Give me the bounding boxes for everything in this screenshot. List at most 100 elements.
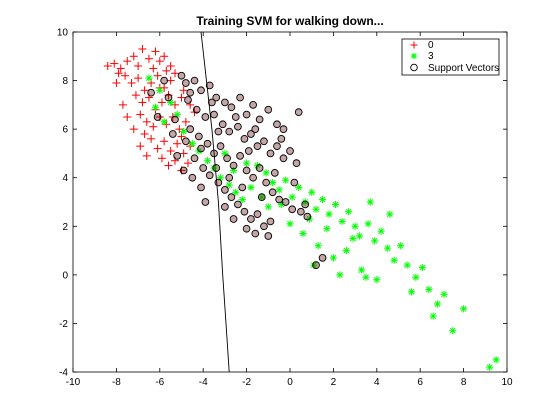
point-s2-85 bbox=[290, 178, 299, 187]
point-s1-12-d2 bbox=[226, 182, 233, 188]
point-s2-47 bbox=[288, 205, 297, 214]
point-s0-48 bbox=[136, 142, 145, 151]
point-s1-43 bbox=[433, 300, 442, 308]
point-s2-66 bbox=[168, 130, 177, 138]
point-s0-4 bbox=[129, 52, 138, 61]
point-s1-20-d2 bbox=[282, 177, 289, 184]
point-s2-29 bbox=[279, 154, 288, 163]
legend-label-support-vectors: Support Vectors bbox=[428, 63, 499, 74]
point-s1-65-d2 bbox=[258, 194, 265, 201]
point-s1-41 bbox=[418, 263, 426, 272]
point-s1-49-d2 bbox=[265, 203, 272, 210]
decision-boundary-line bbox=[200, 31, 230, 373]
point-s2-26 bbox=[260, 137, 268, 146]
point-s2-57 bbox=[253, 210, 262, 218]
point-s1-0 bbox=[145, 74, 153, 82]
point-s0-11 bbox=[166, 62, 175, 70]
point-s0-3 bbox=[123, 57, 132, 66]
point-s1-46 bbox=[460, 305, 468, 313]
point-s1-20 bbox=[282, 176, 290, 184]
point-s1-25 bbox=[312, 205, 320, 213]
point-s2-86 bbox=[160, 76, 168, 85]
point-s1-4 bbox=[151, 103, 160, 111]
point-s1-59 bbox=[323, 225, 331, 233]
axes-background bbox=[73, 32, 507, 372]
point-s1-36 bbox=[384, 244, 392, 252]
point-s0-49 bbox=[129, 125, 138, 134]
point-s1-9 bbox=[203, 157, 212, 165]
point-s2-35 bbox=[210, 149, 218, 158]
point-s2-50 bbox=[205, 171, 214, 180]
point-s2-92 bbox=[242, 224, 251, 233]
point-s2-11 bbox=[255, 115, 264, 124]
point-s1-6-d2 bbox=[180, 128, 187, 135]
point-s1-4-d2 bbox=[152, 104, 159, 111]
point-s1-35-d2 bbox=[378, 228, 385, 235]
point-s2-76 bbox=[277, 135, 286, 143]
point-s1-25-d2 bbox=[313, 206, 319, 213]
point-s1-26-d2 bbox=[319, 196, 326, 203]
point-s0-41 bbox=[179, 149, 188, 158]
point-s1-0-d2 bbox=[146, 75, 152, 82]
point-s2-6 bbox=[221, 98, 229, 107]
y-tick-label: 6 bbox=[62, 125, 68, 136]
point-s2-65 bbox=[153, 113, 162, 121]
point-s1-29 bbox=[338, 217, 346, 226]
point-s2-62 bbox=[318, 254, 327, 262]
point-s1-58-d2 bbox=[278, 201, 285, 208]
point-s2-31 bbox=[292, 159, 301, 167]
point-s0-9 bbox=[155, 57, 164, 66]
point-s1-50-d2 bbox=[287, 220, 293, 227]
point-s1-14 bbox=[238, 195, 246, 204]
point-s0-29 bbox=[142, 117, 151, 126]
point-s1-66-d2 bbox=[408, 288, 415, 295]
point-s1-19 bbox=[275, 186, 283, 194]
legend-plus-mark bbox=[410, 41, 418, 49]
point-s0-17 bbox=[153, 71, 162, 80]
point-s1-32 bbox=[355, 232, 364, 240]
point-s1-64 bbox=[243, 159, 251, 167]
point-s2-77 bbox=[244, 147, 253, 155]
point-s1-14-d2 bbox=[239, 196, 246, 203]
point-s1-22-d2 bbox=[295, 184, 302, 191]
x-tick-label: 0 bbox=[287, 377, 293, 388]
point-s0-30 bbox=[149, 122, 158, 131]
legend-entry-0: 0 bbox=[410, 40, 434, 51]
point-s0-59 bbox=[114, 69, 123, 78]
point-s0-10 bbox=[160, 52, 169, 61]
point-s1-36-d2 bbox=[384, 245, 391, 252]
legend-marker-circle-icon bbox=[410, 63, 418, 72]
legend: 0 3 Support Vectors bbox=[401, 38, 500, 76]
series-0 bbox=[103, 45, 199, 175]
point-s2-75 bbox=[251, 125, 260, 133]
y-tick-label: -2 bbox=[59, 319, 68, 330]
point-s1-55-d2 bbox=[358, 267, 365, 273]
point-s2-69 bbox=[188, 173, 197, 182]
point-s2-40 bbox=[242, 166, 251, 175]
point-s2-68 bbox=[179, 166, 188, 175]
point-s2-0 bbox=[177, 71, 186, 80]
point-s0-5 bbox=[134, 62, 143, 70]
point-s1-46-d2 bbox=[460, 305, 467, 312]
point-s1-39-d2 bbox=[404, 262, 411, 269]
point-s2-49 bbox=[199, 164, 208, 172]
point-s1-27-d2 bbox=[326, 211, 333, 218]
x-tick-label: -4 bbox=[199, 377, 208, 388]
point-s2-9 bbox=[242, 110, 251, 119]
point-s1-51-d2 bbox=[300, 230, 306, 237]
x-tick-label: -2 bbox=[242, 377, 251, 388]
point-s1-40-d2 bbox=[412, 274, 419, 281]
point-s1-17 bbox=[262, 169, 270, 177]
point-s2-37 bbox=[223, 154, 231, 163]
point-s1-30 bbox=[344, 208, 353, 216]
point-s1-21 bbox=[288, 193, 296, 201]
point-s0-1 bbox=[110, 59, 119, 68]
point-s0-50 bbox=[123, 113, 132, 121]
point-s2-73 bbox=[208, 98, 216, 107]
point-s0-7 bbox=[144, 54, 153, 63]
point-s2-22 bbox=[234, 122, 242, 131]
point-s0-43 bbox=[157, 154, 166, 163]
series-2 bbox=[147, 71, 327, 269]
point-s1-61 bbox=[366, 198, 374, 206]
point-s1-41-d2 bbox=[419, 264, 426, 271]
